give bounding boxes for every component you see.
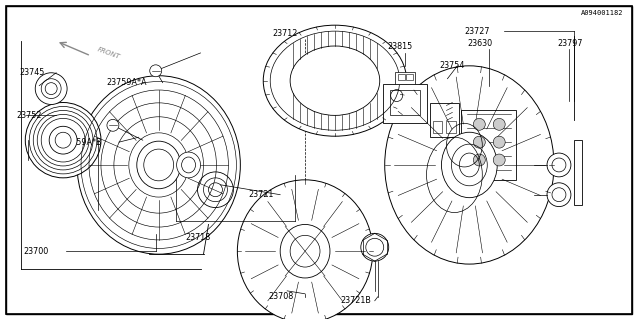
Text: 23721: 23721 [248,190,274,199]
Ellipse shape [547,183,571,207]
Ellipse shape [547,153,571,177]
Text: 23700: 23700 [23,247,49,256]
Text: 23630: 23630 [467,38,493,48]
Ellipse shape [474,154,485,166]
Ellipse shape [77,76,241,254]
Text: 23797: 23797 [557,38,582,48]
Ellipse shape [26,102,101,178]
Text: 23718: 23718 [186,233,211,242]
Bar [429,102,460,137]
Bar [383,84,426,123]
Ellipse shape [474,118,485,130]
Bar [574,140,582,204]
Text: FRONT: FRONT [96,46,120,60]
Bar [433,121,442,133]
Text: 23815: 23815 [387,43,412,52]
Text: A094001182: A094001182 [581,10,623,16]
Text: 23727: 23727 [465,27,490,36]
Ellipse shape [177,152,200,178]
Ellipse shape [280,224,330,278]
Ellipse shape [493,136,505,148]
Bar [390,90,420,116]
Ellipse shape [442,132,497,198]
Bar [397,74,404,80]
Text: 23752: 23752 [17,111,42,120]
Bar [395,72,415,84]
Ellipse shape [198,172,234,208]
Ellipse shape [137,141,180,189]
Text: 23708: 23708 [268,292,294,301]
Ellipse shape [150,65,162,77]
Text: 23759A*B: 23759A*B [61,138,102,147]
Bar [406,74,413,80]
Ellipse shape [237,180,372,320]
Ellipse shape [263,25,406,136]
Text: 23745: 23745 [19,68,45,77]
Ellipse shape [493,154,505,166]
Ellipse shape [385,66,554,264]
Bar [461,110,516,180]
Ellipse shape [49,126,77,154]
Ellipse shape [361,233,388,261]
Text: 23759A*A: 23759A*A [106,78,147,87]
Text: 23721B: 23721B [340,296,371,305]
Ellipse shape [493,118,505,130]
Text: 23754: 23754 [440,61,465,70]
Ellipse shape [474,136,485,148]
Ellipse shape [107,119,119,131]
Ellipse shape [290,46,380,116]
Text: 23712: 23712 [273,28,298,38]
Ellipse shape [35,73,67,105]
Bar [447,121,456,133]
